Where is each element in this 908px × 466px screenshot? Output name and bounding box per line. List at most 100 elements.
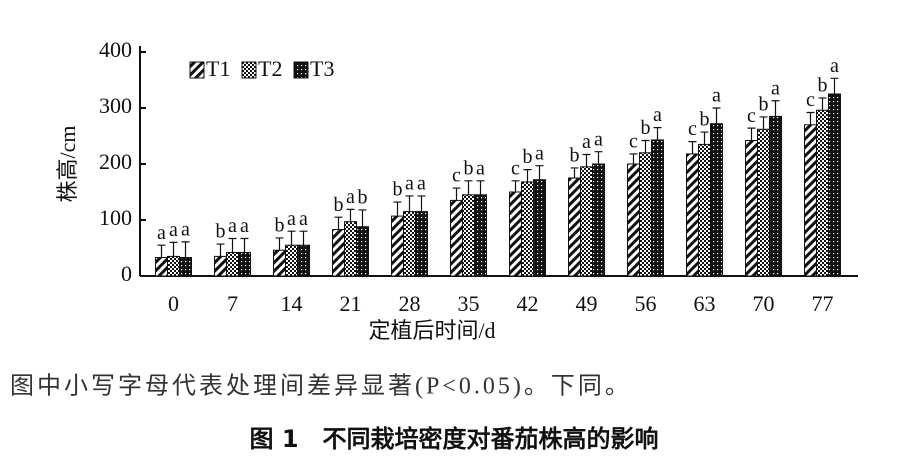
bar [226, 251, 239, 277]
significance-letter: c [629, 131, 638, 153]
significance-letter: b [641, 117, 651, 139]
error-bar [511, 180, 520, 192]
x-tick-label: 28 [399, 291, 421, 316]
significance-letter: a [181, 218, 190, 240]
bar [167, 255, 180, 277]
error-bar [157, 244, 166, 258]
error-bar [181, 241, 190, 258]
significance-letter: a [830, 55, 839, 77]
error-bar [594, 151, 603, 164]
significance-letter: c [452, 165, 461, 187]
error-bar [818, 97, 827, 111]
bar [804, 124, 817, 277]
error-bar [712, 107, 721, 124]
significance-letter: a [771, 77, 780, 99]
significance-letter: b [216, 221, 226, 243]
x-tick-label: 0 [168, 291, 179, 316]
legend-label: T2 [258, 56, 282, 81]
error-bar [641, 139, 650, 153]
bar [356, 226, 369, 277]
error-bar [653, 127, 662, 140]
significance-letter: a [346, 186, 355, 208]
significance-letter: b [334, 194, 344, 216]
bar [580, 166, 593, 277]
significance-letter: a [417, 173, 426, 195]
y-tick-label: 300 [99, 93, 132, 118]
significance-letter: a [594, 128, 603, 150]
bar [155, 257, 168, 277]
significance-letter: b [464, 157, 474, 179]
significance-letter: a [299, 208, 308, 230]
error-bar [570, 167, 579, 178]
error-bar [358, 209, 367, 227]
bar [592, 163, 605, 277]
error-bar [582, 153, 591, 167]
significance-letter: a [287, 208, 296, 230]
error-bar [771, 100, 780, 117]
bar [651, 139, 664, 277]
error-bar [535, 165, 544, 180]
significance-letter: b [393, 179, 403, 201]
bar [238, 251, 251, 277]
legend-label: T1 [206, 56, 230, 81]
significance-letter: c [747, 105, 756, 127]
bar [533, 179, 546, 277]
error-bar [405, 195, 414, 212]
significance-letter: c [806, 89, 815, 111]
bar [297, 244, 310, 277]
bar [710, 123, 723, 277]
x-tick-label: 42 [517, 291, 539, 316]
error-bar [806, 111, 815, 125]
significance-letter: b [818, 75, 828, 97]
bar [521, 181, 534, 277]
bar [639, 152, 652, 277]
bar [391, 215, 404, 277]
significance-letter: a [405, 173, 414, 195]
significance-letter: b [523, 146, 533, 168]
bar [285, 244, 298, 277]
y-tick-label: 200 [99, 149, 132, 174]
significance-letter: a [535, 142, 544, 164]
bar [509, 191, 522, 277]
bar [450, 199, 463, 277]
caption: 图 1 不同栽培密度对番茄株高的影响 [249, 425, 658, 453]
significance-letter: a [653, 104, 662, 126]
error-bar [275, 237, 284, 251]
error-bar [700, 131, 709, 145]
x-tick-label: 77 [812, 291, 834, 316]
x-tick-label: 63 [694, 291, 716, 316]
error-bar [346, 208, 355, 222]
error-bar [417, 195, 426, 212]
error-bar [688, 141, 697, 154]
bar [627, 163, 640, 277]
significance-letter: b [275, 215, 285, 237]
y-tick-label: 100 [99, 205, 132, 230]
bar [828, 93, 841, 277]
error-bar [830, 77, 839, 94]
significance-letter: b [759, 94, 769, 116]
error-bar [334, 216, 343, 230]
note: 图中小写字母代表处理间差异显著(P<0.05)。下同。 [10, 373, 632, 400]
significance-letter: a [476, 157, 485, 179]
significance-letter: a [712, 85, 721, 107]
bar [686, 153, 699, 277]
error-bar [452, 187, 461, 201]
legend-label: T3 [310, 56, 334, 81]
error-bar [169, 241, 178, 257]
bar [462, 194, 475, 277]
y-tick-label: 400 [99, 37, 132, 62]
error-bar [523, 169, 532, 182]
bar [769, 115, 782, 277]
y-tick-label: 0 [121, 261, 132, 286]
x-tick-label: 21 [340, 291, 362, 316]
error-bar [464, 180, 473, 195]
bar [273, 249, 286, 277]
error-bar [476, 180, 485, 195]
significance-letter: b [700, 109, 710, 131]
error-bar [299, 230, 308, 246]
error-bar [240, 237, 249, 253]
bar [816, 109, 829, 277]
x-tick-label: 70 [753, 291, 775, 316]
legend-swatch [189, 61, 205, 79]
